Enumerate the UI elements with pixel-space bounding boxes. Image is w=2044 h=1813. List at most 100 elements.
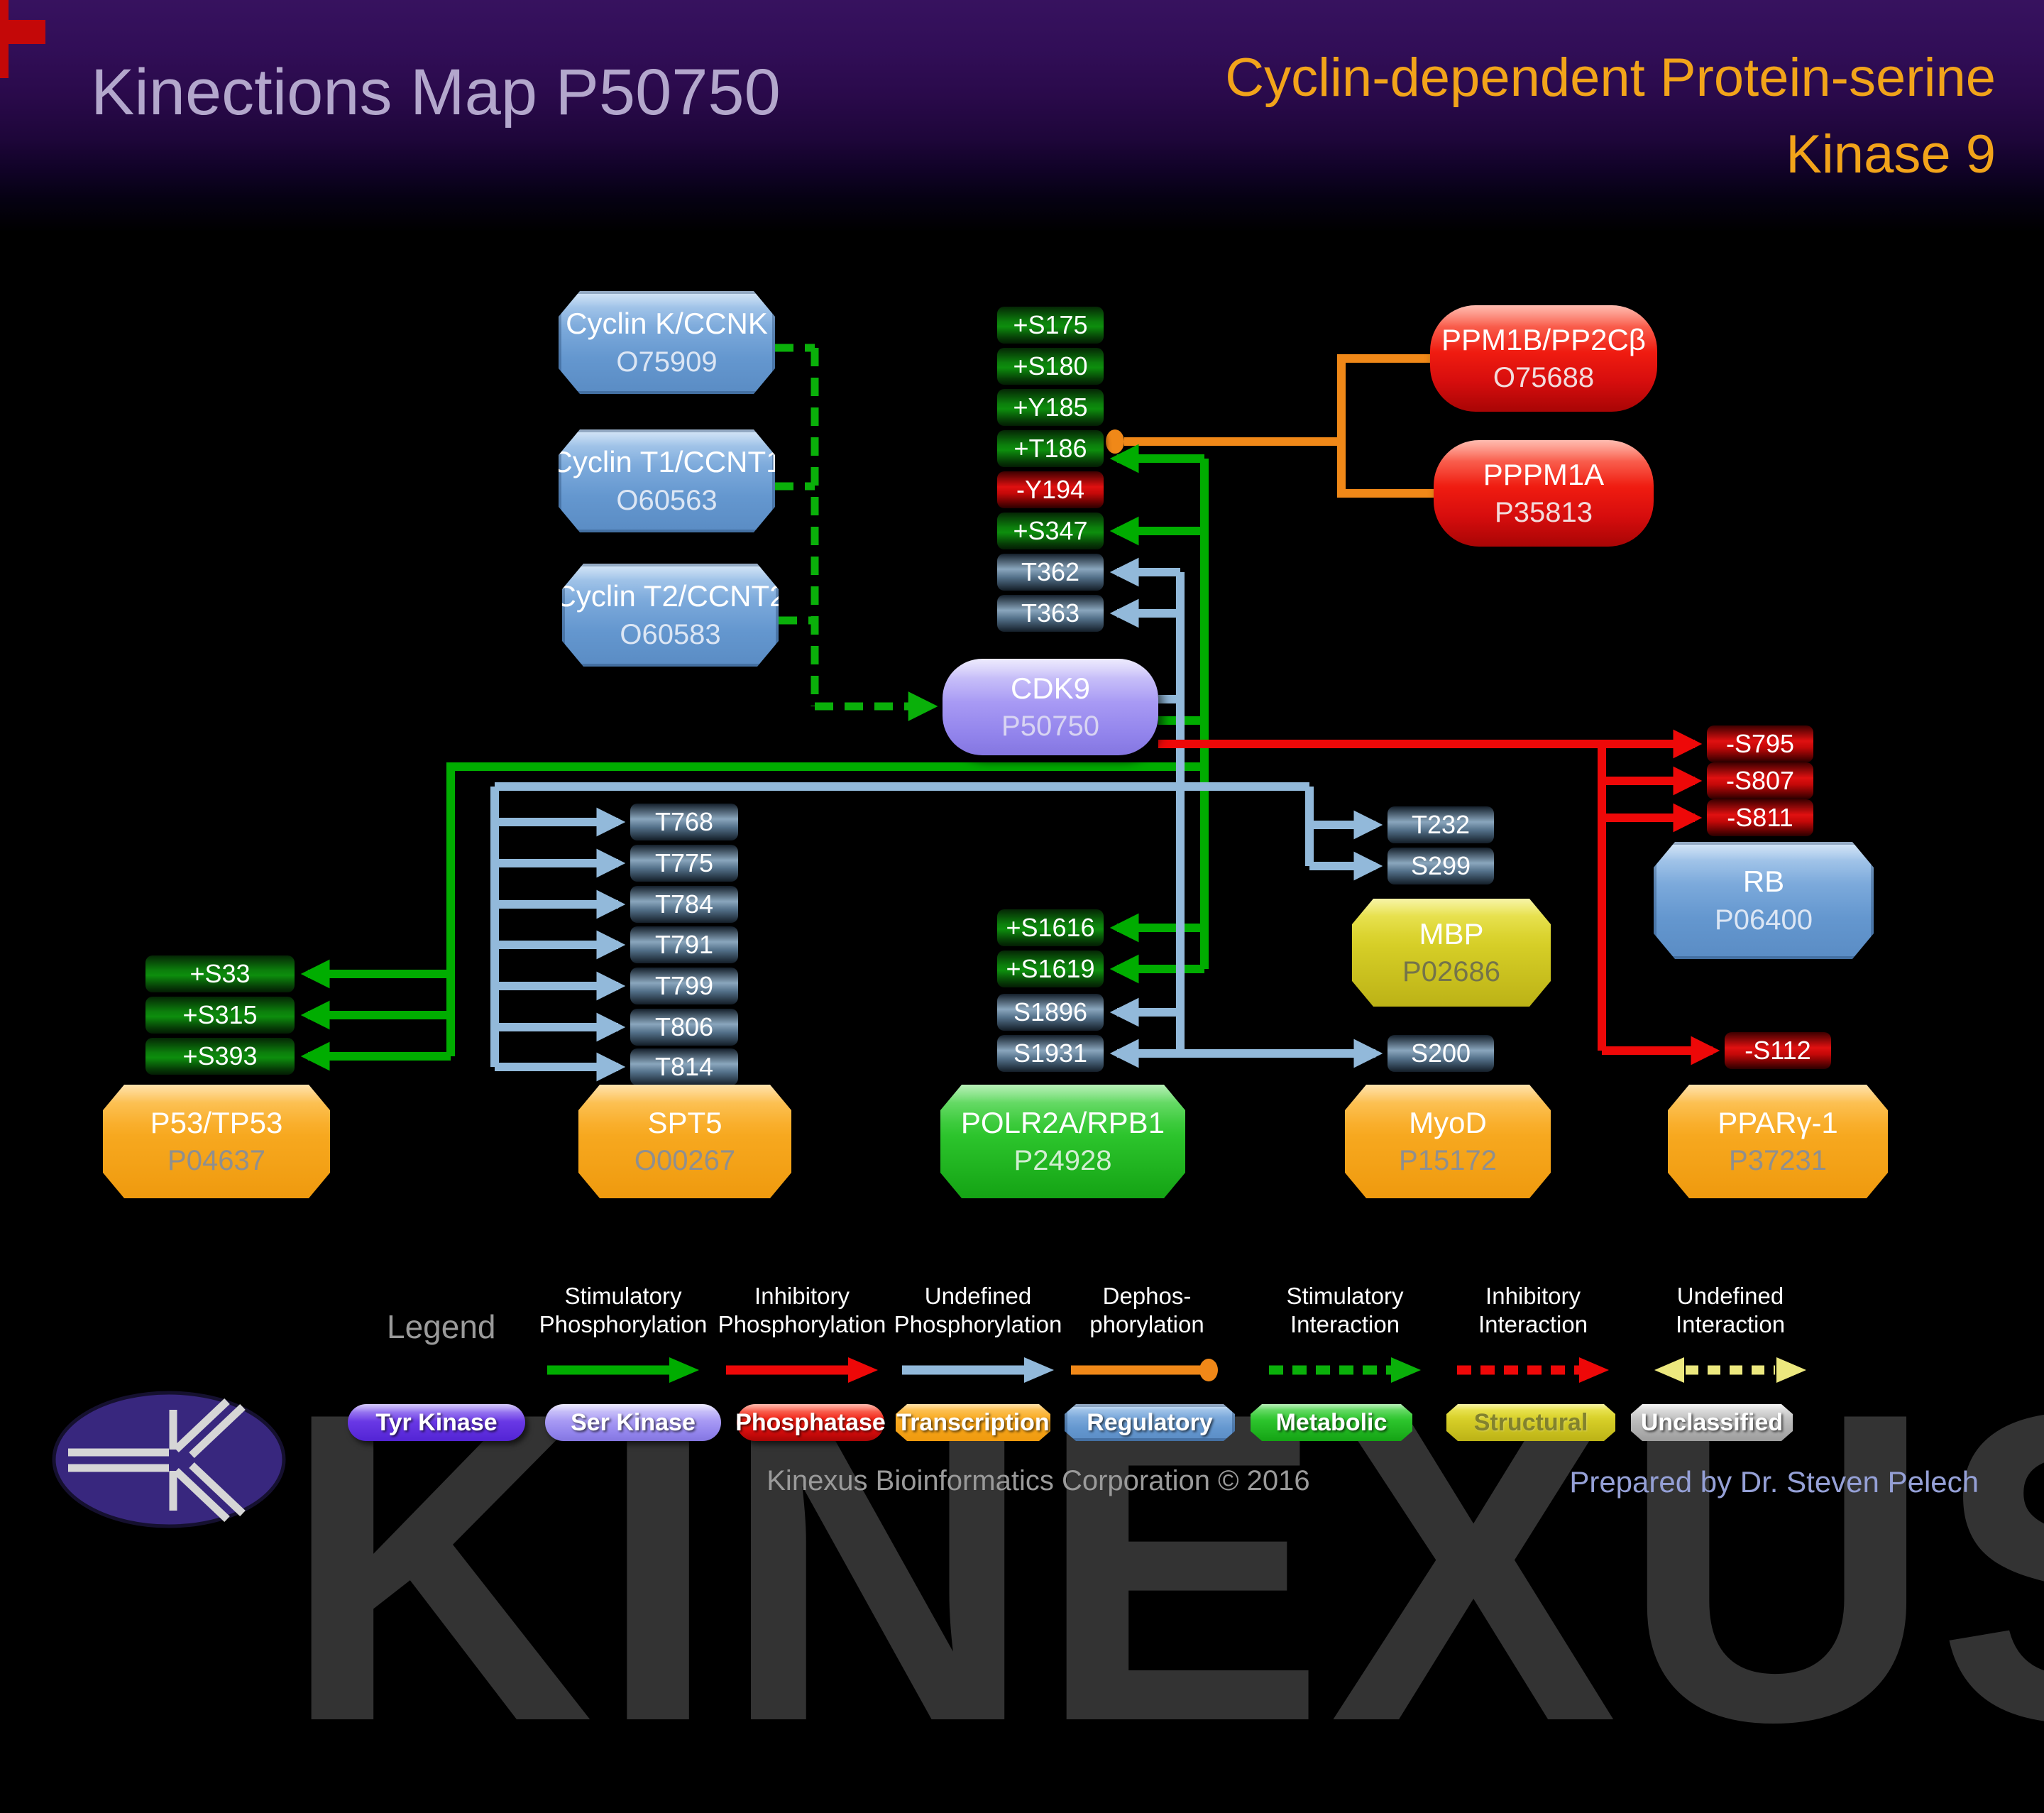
- green-dashed-arrow-icon: [1269, 1357, 1421, 1383]
- node-name: P53/TP53: [150, 1105, 283, 1139]
- node-accession: P02686: [1402, 956, 1500, 988]
- node-spt5[interactable]: SPT5 O00267: [578, 1085, 791, 1198]
- node-mbp[interactable]: MBP P02686: [1352, 899, 1551, 1007]
- legend-unclassified-button[interactable]: Unclassified: [1631, 1404, 1793, 1441]
- undefined-phosphorylation-edges: [490, 557, 1383, 1082]
- site-cdk9-s175[interactable]: +S175: [997, 307, 1104, 344]
- node-cdk9[interactable]: CDK9 P50750: [943, 659, 1158, 755]
- node-name: MBP: [1419, 916, 1484, 951]
- node-accession: O75909: [616, 346, 718, 378]
- node-cyclin-k-ccnk[interactable]: Cyclin K/CCNK O75909: [559, 291, 775, 394]
- legend-arrow-label: Undefined: [924, 1283, 1032, 1309]
- legend-arrow-label: phorylation: [1089, 1311, 1204, 1337]
- legend-metabolic-button[interactable]: Metabolic: [1251, 1404, 1412, 1441]
- legend-ser-kinase-button[interactable]: Ser Kinase: [545, 1404, 721, 1441]
- site-cdk9-s347[interactable]: +S347: [997, 513, 1104, 549]
- prepared-by-text: Prepared by Dr. Steven Pelech: [1569, 1465, 1979, 1499]
- node-cyclin-t2-ccnt2[interactable]: Cyclin T2/CCNT2 O60583: [562, 564, 779, 667]
- node-ppm1b-pp2cb[interactable]: PPM1B/PP2Cβ O75688: [1430, 305, 1657, 412]
- node-name: MyoD: [1409, 1105, 1487, 1139]
- node-pppm1a[interactable]: PPPM1A P35813: [1434, 440, 1654, 547]
- node-accession: O60583: [620, 618, 721, 650]
- site-spt5-t775[interactable]: T775: [630, 845, 738, 882]
- legend-undefined-interaction: Undefined Interaction: [1638, 1282, 1823, 1387]
- site-rb-s811[interactable]: -S811: [1707, 799, 1813, 836]
- site-myod-s200[interactable]: S200: [1388, 1035, 1494, 1072]
- node-name: RB: [1742, 865, 1785, 899]
- site-spt5-t814[interactable]: T814: [630, 1048, 738, 1085]
- node-accession: P24928: [1013, 1145, 1112, 1177]
- legend-arrow-label: Phosphorylation: [718, 1311, 886, 1337]
- legend-transcription-button[interactable]: Transcription: [896, 1404, 1050, 1441]
- site-cdk9-t363[interactable]: T363: [997, 595, 1104, 632]
- node-name: PPARγ-1: [1718, 1105, 1838, 1139]
- site-polr2a-s1931[interactable]: S1931: [997, 1035, 1104, 1072]
- site-mbp-s299[interactable]: S299: [1388, 848, 1494, 884]
- site-mbp-t232[interactable]: T232: [1388, 806, 1494, 843]
- site-polr2a-s1616[interactable]: +S1616: [997, 909, 1104, 946]
- site-polr2a-s1619[interactable]: +S1619: [997, 951, 1104, 987]
- stimulatory-interaction-edges-dashed: [775, 344, 938, 721]
- subtitle-line2: Kinase 9: [1786, 124, 1996, 185]
- site-p53-s393[interactable]: +S393: [145, 1038, 295, 1075]
- site-rb-s795[interactable]: -S795: [1707, 725, 1813, 762]
- node-polr2a-rpb1[interactable]: POLR2A/RPB1 P24928: [940, 1085, 1185, 1198]
- site-spt5-t799[interactable]: T799: [630, 968, 738, 1004]
- node-accession: O60563: [616, 484, 718, 516]
- inhibitory-phosphorylation-edges: [1158, 729, 1720, 1066]
- legend-inhibitory-interaction: Inhibitory Interaction: [1441, 1282, 1625, 1387]
- legend-arrow-label: Stimulatory: [564, 1283, 682, 1309]
- subtitle-line1: Cyclin-dependent Protein-serine: [1225, 48, 1996, 108]
- legend-arrow-label: Phosphorylation: [894, 1311, 1062, 1337]
- site-spt5-t768[interactable]: T768: [630, 804, 738, 840]
- site-pparg1-s112[interactable]: -S112: [1725, 1032, 1831, 1069]
- site-spt5-t806[interactable]: T806: [630, 1009, 738, 1046]
- node-accession: O00267: [634, 1145, 736, 1177]
- node-cyclin-t1-ccnt1[interactable]: Cyclin T1/CCNT1 O60563: [559, 429, 775, 532]
- node-accession: P37231: [1729, 1145, 1827, 1177]
- node-name: PPPM1A: [1483, 457, 1605, 491]
- node-name: PPM1B/PP2Cβ: [1441, 322, 1646, 356]
- legend-tyr-kinase-button[interactable]: Tyr Kinase: [348, 1404, 525, 1441]
- yellow-dashed-double-arrow-icon: [1654, 1357, 1806, 1383]
- site-cdk9-t362[interactable]: T362: [997, 554, 1104, 591]
- node-name: POLR2A/RPB1: [960, 1105, 1165, 1139]
- legend-arrow-label: Interaction: [1478, 1311, 1588, 1337]
- node-accession: O75688: [1493, 362, 1595, 394]
- node-name: Cyclin K/CCNK: [566, 307, 768, 341]
- legend-arrow-label: Phosphorylation: [539, 1311, 708, 1337]
- site-p53-s33[interactable]: +S33: [145, 955, 295, 992]
- legend-inhibitory-phosphorylation: Inhibitory Phosphorylation: [710, 1282, 894, 1387]
- legend-regulatory-button[interactable]: Regulatory: [1065, 1404, 1235, 1441]
- legend-undefined-phosphorylation: Undefined Phosphorylation: [886, 1282, 1070, 1387]
- legend-title: Legend: [387, 1308, 496, 1345]
- red-solid-arrow-icon: [726, 1357, 878, 1383]
- node-accession: P04637: [167, 1145, 265, 1177]
- node-accession: P15172: [1399, 1145, 1497, 1177]
- site-rb-s807[interactable]: -S807: [1707, 762, 1813, 799]
- node-accession: P06400: [1715, 904, 1813, 936]
- site-cdk9-s180[interactable]: +S180: [997, 348, 1104, 385]
- node-p53-tp53[interactable]: P53/TP53 P04637: [103, 1085, 330, 1198]
- node-accession: P50750: [1001, 711, 1099, 743]
- node-pparg1[interactable]: PPARγ-1 P37231: [1668, 1085, 1888, 1198]
- legend-stimulatory-interaction: Stimulatory Interaction: [1253, 1282, 1437, 1387]
- site-p53-s315[interactable]: +S315: [145, 997, 295, 1034]
- orange-ball-line-icon: [1071, 1359, 1218, 1381]
- legend-structural-button[interactable]: Structural: [1446, 1404, 1615, 1441]
- site-cdk9-t186[interactable]: +T186: [997, 430, 1104, 467]
- node-rb[interactable]: RB P06400: [1654, 842, 1874, 959]
- page-title: Kinections Map P50750: [91, 56, 781, 128]
- legend-phosphatase-button[interactable]: Phosphatase: [735, 1404, 886, 1441]
- stimulatory-phosphorylation-edges: [300, 444, 1209, 1071]
- site-polr2a-s1896[interactable]: S1896: [997, 994, 1104, 1031]
- node-myod[interactable]: MyoD P15172: [1345, 1085, 1551, 1198]
- site-cdk9-y185[interactable]: +Y185: [997, 389, 1104, 426]
- site-cdk9-y194[interactable]: -Y194: [997, 471, 1104, 508]
- copyright-text: Kinexus Bioinformatics Corporation © 201…: [766, 1465, 1310, 1496]
- legend-arrow-label: Undefined: [1676, 1283, 1784, 1309]
- site-spt5-t784[interactable]: T784: [630, 886, 738, 923]
- legend-arrow-label: Inhibitory: [1485, 1283, 1581, 1309]
- site-spt5-t791[interactable]: T791: [630, 926, 738, 963]
- node-name: SPT5: [647, 1105, 722, 1139]
